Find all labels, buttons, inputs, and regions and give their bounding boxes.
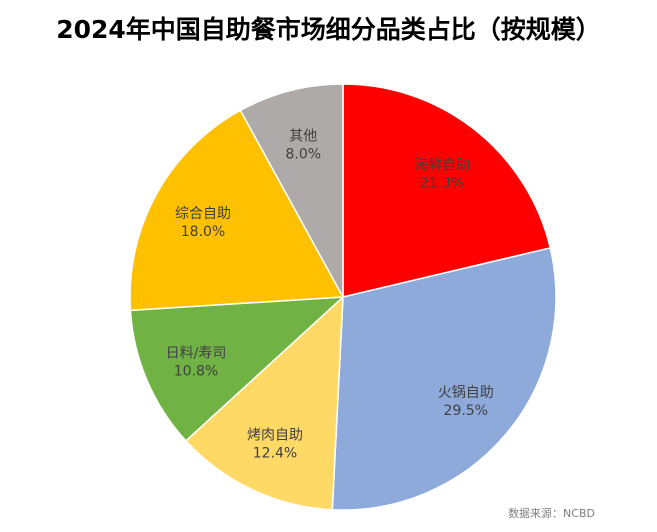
slice-name-label-other: 其他 [289, 128, 317, 144]
slice-value-label-japanese: 10.8% [174, 364, 218, 380]
chart-title: 2024年中国自助餐市场细分品类占比（按规模） [56, 15, 601, 44]
slice-value-label-bbq: 12.4% [253, 446, 297, 462]
slice-name-label-general: 综合自助 [175, 206, 231, 222]
pie-slice-general [129, 109, 345, 312]
slice-value-label-hotpot: 29.5% [444, 403, 488, 419]
pie-slice-other [239, 83, 344, 298]
slice-value-label-other: 8.0% [286, 146, 322, 162]
pie-slice-japanese [129, 296, 346, 442]
slice-value-label-general: 18.0% [181, 224, 225, 240]
slice-name-label-hotpot: 火锅自助 [438, 385, 494, 401]
slice-value-label-seafood: 21.3% [420, 176, 464, 192]
pie-slice-bbq [184, 295, 344, 511]
pie-slice-seafood [342, 83, 552, 298]
pie-slices [129, 83, 557, 511]
slice-name-label-japanese: 日料/寿司 [166, 345, 227, 362]
slice-name-label-seafood: 海鲜自助 [414, 158, 470, 174]
pie-labels: 海鲜自助 21.3% 火锅自助 29.5% 烤肉自助 12.4% 日料/寿司 10.8% 综合自… [166, 128, 494, 461]
pie-slice-hotpot [331, 247, 557, 511]
slice-name-label-bbq: 烤肉自助 [247, 428, 303, 444]
source-note: 数据来源：NCBD [508, 507, 595, 520]
